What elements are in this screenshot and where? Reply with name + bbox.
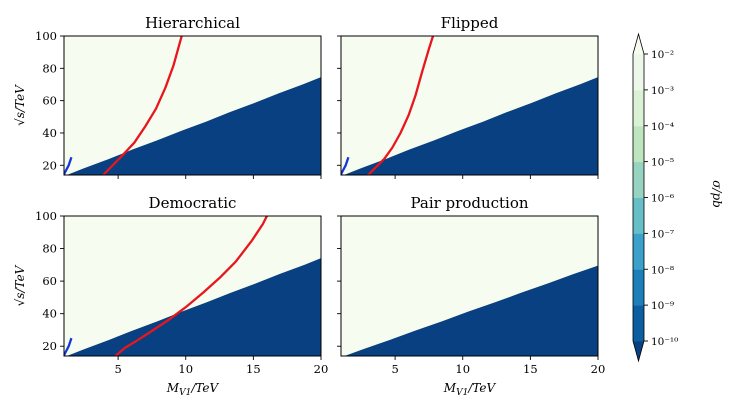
- y-tick-label: 80: [42, 242, 57, 256]
- colorbar-extend-high: [633, 34, 644, 54]
- panel-title: Pair production: [410, 194, 528, 212]
- y-tick-label: 20: [42, 158, 57, 172]
- axes-frame: [340, 215, 599, 357]
- x-axis-label: MV1/TeV: [166, 381, 220, 398]
- axes-frame: [63, 35, 322, 176]
- colorbar: 10⁻¹⁰ 10⁻⁹ 10⁻⁸ 10⁻⁷ 10⁻⁶ 10⁻⁵ 10⁻⁴ 10⁻³ 10⁻² σ/…: [632, 32, 724, 363]
- colorbar-band: [633, 54, 644, 91]
- blue-contour-line: [341, 156, 350, 175]
- colorbar-tick-label: 10⁻⁴: [651, 121, 674, 133]
- axes-frame: [63, 215, 322, 357]
- panel-title: Flipped: [441, 14, 499, 32]
- colorbar-tick-label: 10⁻²: [651, 49, 674, 61]
- y-axis-label: √s/TeV: [13, 264, 27, 306]
- panel-title: Hierarchical: [145, 14, 240, 32]
- red-contour-line: [367, 36, 435, 175]
- contour-fill: [321, 9, 598, 183]
- y-tick-label: 80: [42, 61, 57, 75]
- colorbar-tick-label: 10⁻¹⁰: [651, 336, 678, 348]
- panel-flipped: Flipped: [321, 9, 599, 183]
- y-tick-label: 100: [35, 29, 57, 43]
- colorbar-tick-label: 10⁻⁷: [651, 228, 674, 240]
- x-tick-label: 15: [246, 362, 261, 376]
- contour-band: [321, 9, 341, 183]
- contour-band: [64, 216, 321, 356]
- x-tick-label: 5: [391, 362, 398, 376]
- blue-contour-line: [64, 337, 73, 356]
- contour-band: [341, 216, 598, 356]
- colorbar-band: [633, 233, 644, 270]
- blue-contour-line: [64, 156, 73, 175]
- x-tick-label: 20: [591, 362, 606, 376]
- colorbar-label: σ/pb: [710, 180, 724, 208]
- contour-fill: [64, 216, 321, 356]
- y-tick-label: 20: [42, 339, 57, 353]
- colorbar-tick-label: 10⁻³: [651, 85, 674, 97]
- y-tick-label: 60: [42, 94, 57, 108]
- red-contour-line: [114, 216, 268, 356]
- x-tick-label: 15: [523, 362, 538, 376]
- y-tick-label: 40: [42, 307, 57, 321]
- panel-pair-production: Pair production 5 10 15 20 MV1/TeV: [337, 194, 606, 398]
- colorbar-band: [633, 305, 644, 342]
- panel-hierarchical: Hierarchical 20 40 60 80 100 √s/TeV: [13, 14, 322, 179]
- panel-democratic: Democratic 20 40 60 80 100 5 10 15 20 √s/TeV MV1/Te…: [13, 194, 329, 398]
- x-tick-label: 10: [178, 362, 193, 376]
- colorbar-tick-label: 10⁻⁵: [651, 157, 674, 169]
- contour-band: [64, 36, 321, 175]
- colorbar-band: [633, 89, 644, 127]
- x-axis-label: MV1/TeV: [443, 381, 497, 398]
- colorbar-band: [633, 125, 644, 163]
- colorbar-tick-label: 10⁻⁹: [651, 300, 674, 312]
- y-axis-label: √s/TeV: [13, 84, 27, 126]
- x-tick-label: 5: [114, 362, 121, 376]
- axes-frame: [340, 35, 599, 176]
- colorbar-extend-low: [633, 341, 644, 361]
- y-tick-label: 60: [42, 274, 57, 288]
- colorbar-band: [633, 269, 644, 306]
- contour-fill: [341, 216, 598, 356]
- colorbar-tick-label: 10⁻⁶: [651, 193, 674, 205]
- red-contour-line: [102, 36, 183, 175]
- colorbar-tick-label: 10⁻⁸: [651, 264, 674, 276]
- contour-band: [341, 36, 598, 175]
- y-tick-label: 100: [35, 209, 57, 223]
- panel-title: Democratic: [149, 194, 237, 212]
- x-tick-label: 20: [314, 362, 329, 376]
- contour-fill: [64, 36, 321, 175]
- y-tick-label: 40: [42, 126, 57, 140]
- x-tick-label: 10: [455, 362, 470, 376]
- colorbar-band: [633, 161, 644, 198]
- colorbar-band: [633, 197, 644, 234]
